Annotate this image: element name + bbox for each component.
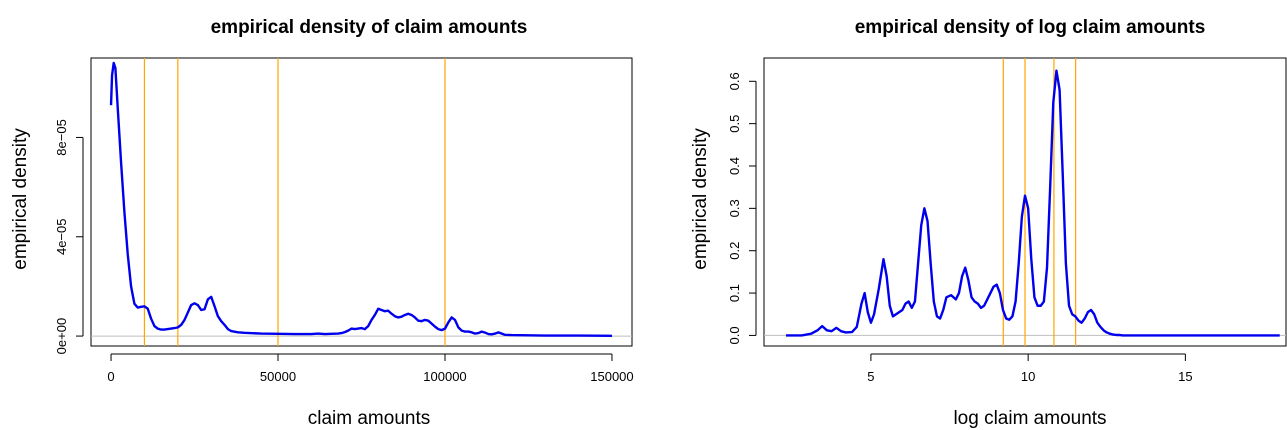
x-tick-label: 15 xyxy=(1178,369,1192,384)
x-tick-label: 5 xyxy=(867,369,874,384)
x-tick-label: 10 xyxy=(1021,369,1035,384)
x-axis-label: claim amounts xyxy=(308,408,431,429)
x-tick-label: 0 xyxy=(107,369,114,384)
density-line xyxy=(786,69,1280,337)
plot-frame xyxy=(90,57,633,347)
y-tick-label: 0.1 xyxy=(727,284,742,302)
x-tick-label: 50000 xyxy=(260,369,296,384)
chart-marks: 0 50000 100000 150000 0e+00 4e−05 8e−05 xyxy=(54,58,634,384)
chart-title: empirical density of log claim amounts xyxy=(855,17,1206,38)
density-line xyxy=(109,61,612,338)
x-axis-label: log claim amounts xyxy=(953,408,1106,429)
y-axis-label: empirical density xyxy=(690,128,711,270)
y-tick-label: 8e−05 xyxy=(54,119,69,156)
x-tick-label: 150000 xyxy=(590,369,633,384)
y-tick-label: 0.2 xyxy=(727,242,742,260)
y-tick-label: 0.3 xyxy=(727,199,742,217)
x-tick-label: 100000 xyxy=(423,369,466,384)
chart-claim-amounts: empirical density of claim amounts claim… xyxy=(10,17,634,429)
chart-title: empirical density of claim amounts xyxy=(211,17,528,38)
y-tick-label: 0.6 xyxy=(727,72,742,90)
y-tick-label: 0.0 xyxy=(727,326,742,344)
y-tick-label: 0.5 xyxy=(727,115,742,133)
chart-log-claim-amounts: empirical density of log claim amounts l… xyxy=(690,17,1287,429)
y-axis-label: empirical density xyxy=(10,128,31,270)
y-tick-label: 0e+00 xyxy=(54,318,69,355)
y-tick-label: 0.4 xyxy=(727,157,742,175)
y-tick-label: 4e−05 xyxy=(54,219,69,256)
chart-marks: 5 10 15 0.0 0.1 0.2 0.3 0.4 0.5 0.6 xyxy=(727,58,1286,384)
